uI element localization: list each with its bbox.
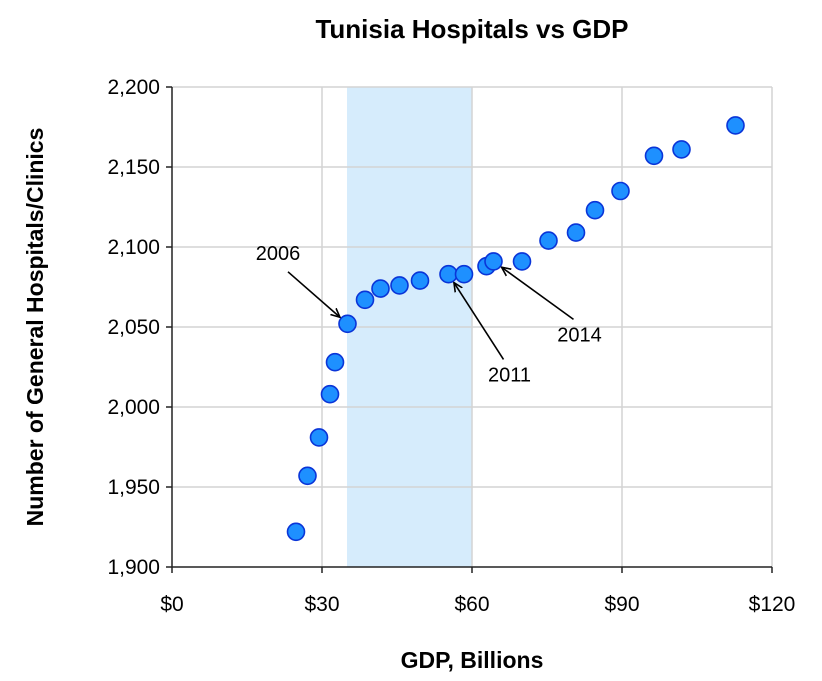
y-tick-label: 1,950 <box>107 476 160 499</box>
x-tick-label: $60 <box>454 593 489 616</box>
x-axis-label: GDP, Billions <box>401 647 544 673</box>
y-tick-label: 2,050 <box>107 316 160 339</box>
x-tick-label: $30 <box>304 593 339 616</box>
data-point <box>410 271 430 290</box>
data-point <box>611 181 630 201</box>
data-point <box>585 200 605 220</box>
data-point <box>309 428 329 447</box>
x-tick-label: $0 <box>160 593 183 616</box>
data-point <box>512 252 532 271</box>
data-point <box>484 252 503 271</box>
y-tick-label: 2,200 <box>107 76 160 99</box>
y-tick-label: 2,150 <box>107 156 160 179</box>
annotation-arrow <box>502 267 574 321</box>
annotation-label: 2014 <box>557 324 602 346</box>
data-point <box>325 352 345 372</box>
data-point <box>566 223 586 242</box>
chart-title: Tunisia Hospitals vs GDP <box>315 14 628 44</box>
annotation-arrow <box>454 283 505 360</box>
data-point <box>390 276 409 295</box>
y-tick-label: 1,900 <box>107 556 160 579</box>
x-tick-label: $120 <box>749 593 796 616</box>
data-point <box>454 264 474 284</box>
data-point <box>355 290 375 310</box>
y-axis-label: Number of General Hospitals/Clinics <box>22 128 48 527</box>
annotation-label: 2006 <box>256 243 301 265</box>
x-tick-label: $90 <box>604 593 639 616</box>
plot-area: 1,900 1,950 2,000 2,050 2,100 2,150 2,200 $0 $30… <box>107 76 795 616</box>
data-point <box>672 140 691 159</box>
data-point <box>320 384 340 404</box>
data-point <box>539 231 558 250</box>
data-point <box>644 146 664 166</box>
data-point <box>439 264 458 284</box>
annotation-label: 2011 <box>488 364 531 386</box>
y-tick-label: 2,000 <box>107 396 160 419</box>
y-tick-label: 2,100 <box>107 236 160 259</box>
data-point <box>298 466 317 486</box>
data-point <box>726 116 745 135</box>
data-point <box>371 279 390 298</box>
data-point <box>338 314 357 334</box>
data-point <box>286 522 306 542</box>
annotation-arrow <box>287 271 340 317</box>
